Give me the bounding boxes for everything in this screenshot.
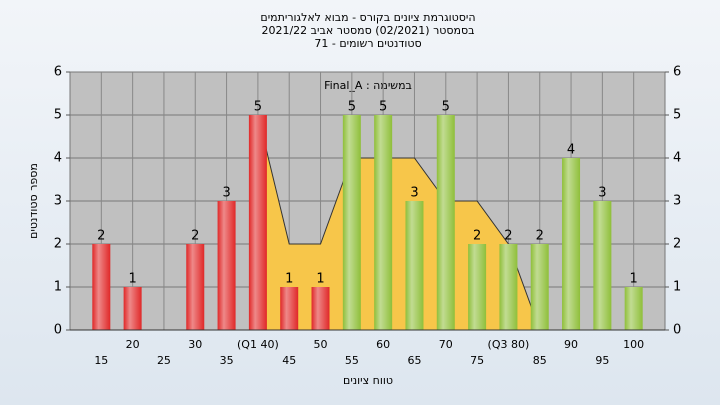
y2-tick-label: 5 <box>673 108 681 123</box>
bar-highlight <box>468 244 487 330</box>
y2-tick-label: 3 <box>673 194 681 209</box>
bar-highlight <box>562 158 581 330</box>
bar-highlight <box>342 115 361 330</box>
x-tick-label: 45 <box>282 354 296 367</box>
x-tick-label: 55 <box>345 354 359 367</box>
data-label: 2 <box>536 229 544 244</box>
bar-highlight <box>530 244 549 330</box>
data-label: 1 <box>316 272 324 287</box>
y2-tick-label: 0 <box>673 323 681 338</box>
bar-highlight <box>311 287 330 330</box>
bar-highlight <box>624 287 643 330</box>
data-label: 3 <box>598 186 606 201</box>
data-label: 3 <box>222 186 230 201</box>
bar-highlight <box>405 201 424 330</box>
x-tick-label: 90 <box>564 338 578 351</box>
data-label: 1 <box>630 272 638 287</box>
x-tick-label: 95 <box>595 354 609 367</box>
y-tick-label: 5 <box>54 108 62 123</box>
x-tick-label: (Q3 80) <box>488 338 530 351</box>
y-tick-label: 1 <box>54 280 62 295</box>
x-tick-label: (Q1 40) <box>237 338 279 351</box>
x-tick-label: 100 <box>623 338 644 351</box>
annotation: Final_A : במשימה <box>324 79 412 92</box>
y2-tick-label: 4 <box>673 151 681 166</box>
data-label: 4 <box>567 143 575 158</box>
x-tick-label: 30 <box>188 338 202 351</box>
x-tick-label: 15 <box>94 354 108 367</box>
chart-title: היסטוגרמת ציונים בקורס - מבוא לאלגוריתמי… <box>260 11 475 24</box>
y-tick-label: 4 <box>54 151 62 166</box>
data-label: 5 <box>442 100 450 115</box>
x-tick-label: 65 <box>407 354 421 367</box>
y-tick-label: 2 <box>54 237 62 252</box>
x-tick-label: 35 <box>220 354 234 367</box>
y-tick-label: 6 <box>54 65 62 80</box>
bar-highlight <box>217 201 236 330</box>
data-label: 3 <box>410 186 418 201</box>
x-tick-label: 20 <box>126 338 140 351</box>
y2-tick-label: 1 <box>673 280 681 295</box>
data-label: 5 <box>348 100 356 115</box>
data-label: 1 <box>128 272 136 287</box>
data-label: 5 <box>254 100 262 115</box>
y2-tick-label: 6 <box>673 65 681 80</box>
bar-highlight <box>92 244 111 330</box>
data-label: 2 <box>473 229 481 244</box>
bar-highlight <box>436 115 455 330</box>
x-tick-label: 25 <box>157 354 171 367</box>
subtitle: בסמסטר (02/2021) סמסטר אביב 2021/22 <box>261 24 474 37</box>
data-label: 5 <box>379 100 387 115</box>
bar-highlight <box>248 115 267 330</box>
x-tick-label: 75 <box>470 354 484 367</box>
y-tick-label: 3 <box>54 194 62 209</box>
data-label: 2 <box>504 229 512 244</box>
y2-tick-label: 2 <box>673 237 681 252</box>
bar-highlight <box>374 115 393 330</box>
bar-highlight <box>123 287 142 330</box>
data-label: 2 <box>97 229 105 244</box>
x-tick-label: 85 <box>533 354 547 367</box>
x-tick-label: 70 <box>439 338 453 351</box>
bar-highlight <box>186 244 205 330</box>
x-tick-label: 60 <box>376 338 390 351</box>
y-axis-label: מספר סטודנטים <box>27 163 40 239</box>
bar-highlight <box>280 287 299 330</box>
data-label: 1 <box>285 272 293 287</box>
data-label: 2 <box>191 229 199 244</box>
bar-highlight <box>593 201 612 330</box>
x-tick-label: 50 <box>314 338 328 351</box>
bar-highlight <box>499 244 518 330</box>
subtitle: סטודנטים רשומים - 71 <box>314 37 421 50</box>
y-tick-label: 0 <box>54 323 62 338</box>
x-axis-label: טווח ציונים <box>343 374 393 387</box>
